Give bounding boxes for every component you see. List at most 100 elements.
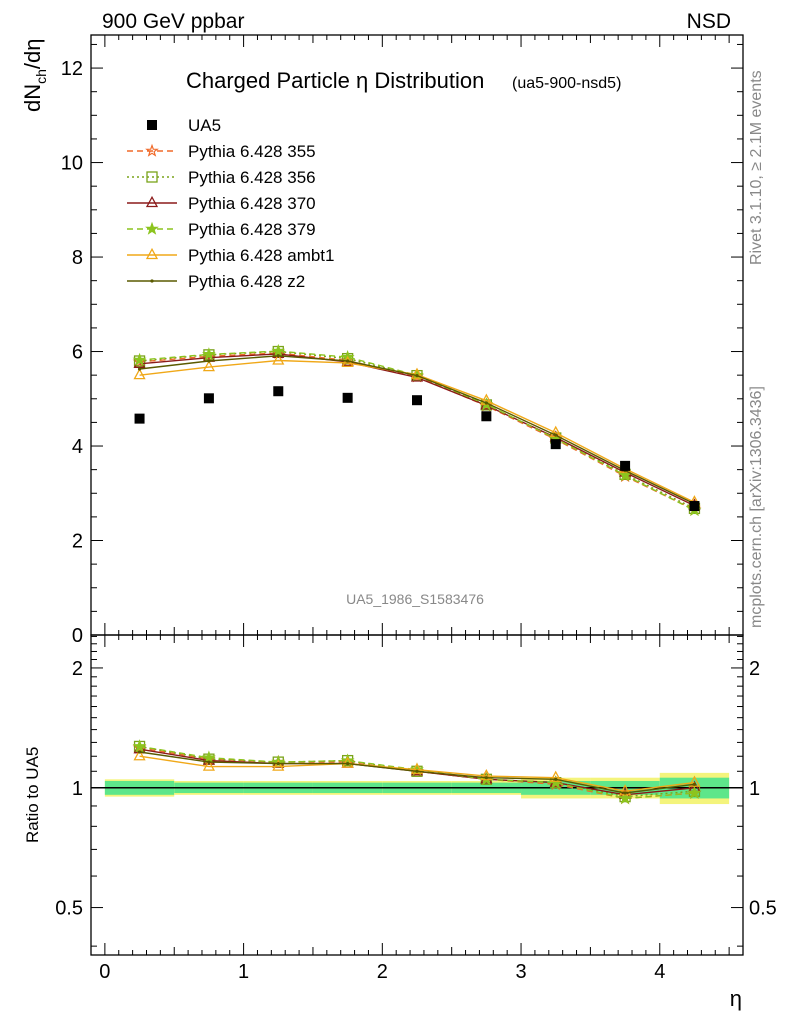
ratio-point: [618, 784, 632, 796]
legend-label: UA5: [188, 116, 221, 135]
legend-label: Pythia 6.428 z2: [188, 272, 305, 291]
legend-label: Pythia 6.428 355: [188, 142, 316, 161]
legend-marker: [146, 171, 158, 183]
legend-marker: [147, 120, 157, 130]
ratio-line: [139, 745, 695, 798]
data-point: [203, 393, 214, 404]
ratio-y-tick-label-right: 0.5: [749, 898, 777, 920]
ratio-point: [415, 769, 419, 773]
ratio-y-tick-label-right: 1: [749, 778, 760, 800]
legend-entry: Pythia 6.428 355: [127, 142, 316, 161]
ratio-point: [618, 791, 632, 805]
data-point: [133, 368, 146, 380]
series-line: [139, 359, 695, 503]
legend-marker: [145, 143, 159, 157]
data-point: [132, 352, 147, 366]
data-point: [415, 374, 419, 378]
ratio-point: [132, 739, 147, 753]
y-tick-label: 4: [72, 436, 83, 458]
data-point: [484, 401, 488, 405]
x-tick-label: 3: [515, 961, 526, 983]
ratio-point: [272, 759, 285, 771]
legend-marker: [145, 221, 159, 235]
legend-entry: Pythia 6.428 356: [127, 168, 316, 187]
ratio-point: [687, 785, 702, 799]
ratio-y-axis-label: Ratio to UA5: [23, 747, 42, 843]
legend-label: Pythia 6.428 356: [188, 168, 316, 187]
data-point: [276, 354, 280, 358]
data-point: [410, 367, 424, 379]
legend-marker: [145, 247, 159, 260]
main-y-axis-label: dNch/dη: [20, 38, 49, 112]
data-point: [554, 433, 558, 437]
series-line: [139, 352, 695, 511]
data-point: [346, 359, 350, 363]
y-tick-label: 0: [72, 625, 83, 647]
legend-entry: Pythia 6.428 z2: [127, 272, 305, 291]
ratio-line: [139, 745, 695, 800]
y-tick-label: 6: [72, 342, 83, 364]
data-point: [273, 386, 284, 397]
data-point: [207, 359, 211, 363]
legend-marker: [150, 279, 154, 283]
ratio-point: [410, 762, 424, 774]
legend-entry: Pythia 6.428 379: [127, 220, 316, 239]
x-axis-label: η: [730, 986, 742, 1011]
data-point: [137, 367, 142, 371]
header-left: 900 GeV ppbar: [102, 10, 244, 33]
data-point: [202, 347, 216, 361]
ratio-point: [688, 775, 701, 787]
ratio-point: [549, 770, 562, 782]
ratio-frame: [90, 634, 744, 956]
data-point: [620, 460, 631, 471]
ratio-point: [480, 768, 493, 781]
x-tick-label: 1: [238, 961, 249, 983]
ratio-point: [207, 760, 211, 764]
y-tick-label: 12: [61, 58, 83, 80]
chart-title: Charged Particle η Distribution: [186, 68, 484, 93]
data-point: [412, 395, 422, 406]
ratio-point: [692, 782, 697, 786]
analysis-watermark: UA5_1986_S1583476: [346, 591, 484, 607]
ratio-point: [623, 791, 627, 795]
header-right: NSD: [687, 10, 731, 33]
ratio-point: [341, 756, 354, 768]
data-point: [689, 501, 700, 512]
ratio-point: [202, 759, 216, 771]
legend-label: Pythia 6.428 ambt1: [188, 246, 334, 265]
data-point: [550, 439, 561, 450]
y-tick-label: 10: [61, 153, 83, 175]
data-point: [618, 467, 632, 482]
ratio-y-tick-label: 2: [72, 658, 83, 680]
legend-marker: [145, 195, 159, 208]
ratio-point: [554, 777, 558, 781]
rivet-version-label: Rivet 3.1.10, ≥ 2.1M events: [748, 70, 765, 265]
legend-entry: UA5: [147, 116, 221, 135]
ratio-y-tick-label: 1: [72, 778, 83, 800]
data-point: [134, 413, 145, 424]
chart-subtitle: (ua5-900-nsd5): [512, 75, 621, 92]
y-tick-label: 8: [72, 247, 83, 269]
ratio-y-tick-label: 0.5: [55, 898, 83, 920]
data-point: [202, 360, 216, 372]
legend-entry: Pythia 6.428 370: [127, 194, 316, 213]
x-tick-label: 0: [99, 961, 110, 983]
data-point: [272, 353, 285, 365]
legend-label: Pythia 6.428 370: [188, 194, 316, 213]
ratio-y-tick-label-right: 2: [749, 658, 760, 680]
legend-label: Pythia 6.428 379: [188, 220, 316, 239]
x-tick-label: 2: [377, 961, 388, 983]
y-tick-label: 2: [72, 531, 83, 553]
legend-entry: Pythia 6.428 ambt1: [127, 246, 334, 265]
x-tick-label: 4: [654, 961, 665, 983]
ratio-point: [276, 761, 280, 766]
ratio-line: [139, 747, 695, 800]
ratio-point: [137, 750, 142, 754]
ratio-point: [484, 776, 488, 780]
data-point: [342, 392, 353, 403]
ratio-point: [346, 761, 350, 766]
data-point: [481, 411, 492, 422]
ratio-point: [133, 749, 146, 761]
data-point: [271, 343, 286, 357]
